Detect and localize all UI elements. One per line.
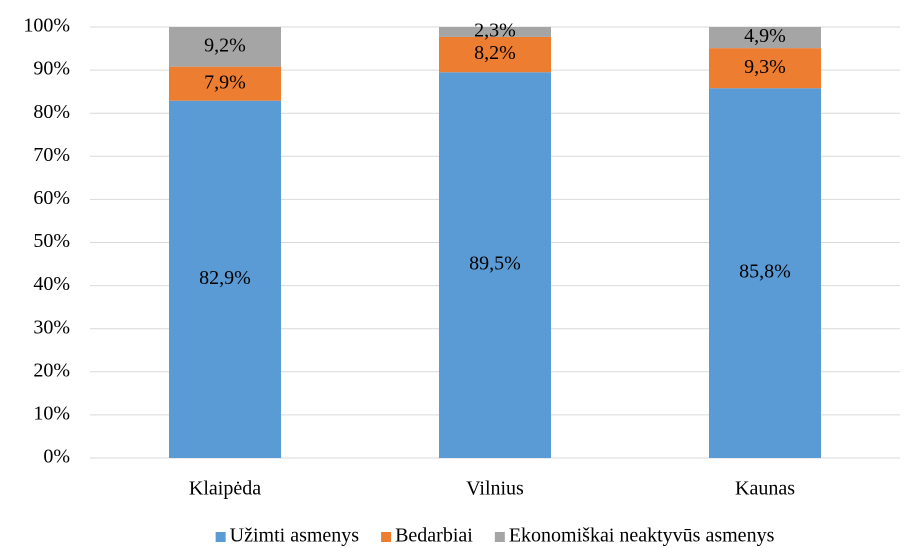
value-label: 4,9% bbox=[744, 25, 786, 47]
value-label: 85,8% bbox=[739, 261, 791, 283]
y-tick-label: 60% bbox=[33, 187, 70, 209]
y-tick-label: 40% bbox=[33, 273, 70, 295]
value-label: 89,5% bbox=[469, 253, 521, 275]
value-label: 2,3% bbox=[474, 20, 516, 42]
bar-segment bbox=[709, 88, 821, 459]
y-tick-label: 0% bbox=[43, 446, 70, 468]
value-label: 9,2% bbox=[204, 34, 246, 56]
legend-label: Užimti asmenys bbox=[230, 525, 360, 547]
y-tick-label: 80% bbox=[33, 101, 70, 123]
y-tick-label: 10% bbox=[33, 402, 70, 424]
bar-segment bbox=[439, 36, 551, 73]
y-tick-label: 90% bbox=[33, 58, 70, 80]
bar-segment bbox=[169, 27, 281, 67]
bar-segment bbox=[709, 27, 821, 49]
y-tick-label: 100% bbox=[23, 15, 70, 37]
legend-swatch bbox=[215, 532, 226, 542]
x-tick-label: Klaipėda bbox=[189, 478, 261, 500]
bar-segment bbox=[169, 100, 281, 459]
x-tick-label: Kaunas bbox=[735, 478, 795, 500]
value-label: 8,2% bbox=[474, 42, 516, 64]
x-tick-label: Vilnius bbox=[466, 478, 524, 500]
bar-segment bbox=[439, 72, 551, 458]
y-tick-label: 70% bbox=[33, 144, 70, 166]
bar-segment bbox=[709, 48, 821, 89]
y-tick-label: 50% bbox=[33, 230, 70, 252]
legend-swatch bbox=[381, 532, 392, 542]
value-label: 82,9% bbox=[199, 267, 251, 289]
value-label: 9,3% bbox=[744, 56, 786, 78]
bar-segment bbox=[439, 27, 551, 37]
value-label: 7,9% bbox=[204, 71, 246, 93]
legend-label: Ekonomiškai neaktyvūs asmenys bbox=[509, 525, 775, 547]
legend-swatch bbox=[494, 532, 505, 542]
legend-label: Bedarbiai bbox=[395, 525, 473, 547]
y-tick-label: 20% bbox=[33, 359, 70, 381]
y-tick-label: 30% bbox=[33, 316, 70, 338]
bar-segment bbox=[169, 66, 281, 101]
